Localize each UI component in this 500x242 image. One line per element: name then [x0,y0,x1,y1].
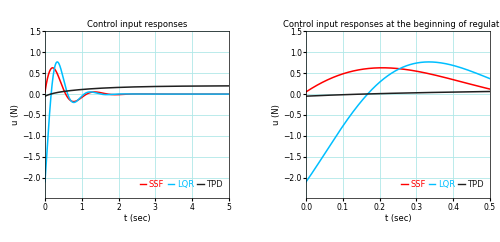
X-axis label: t (sec): t (sec) [384,214,411,223]
Y-axis label: u (N): u (N) [10,105,20,125]
Y-axis label: u (N): u (N) [272,105,280,125]
Title: Control input responses at the beginning of regulation: Control input responses at the beginning… [284,20,500,29]
Legend: SSF, LQR, TPD: SSF, LQR, TPD [399,179,486,191]
Title: Control input responses: Control input responses [87,20,187,29]
X-axis label: t (sec): t (sec) [124,214,150,223]
Legend: SSF, LQR, TPD: SSF, LQR, TPD [138,179,224,191]
